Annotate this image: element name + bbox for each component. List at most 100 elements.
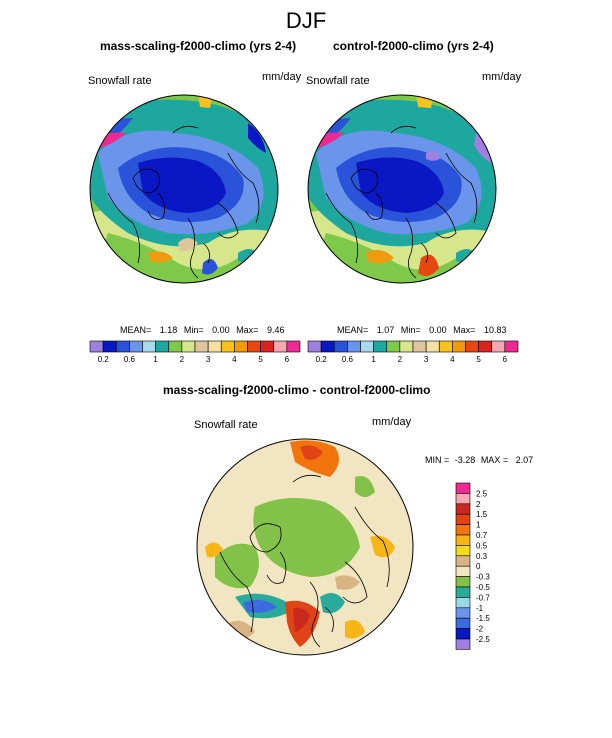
diff-colorbar-swatch xyxy=(455,545,471,557)
left-colorbar-swatch xyxy=(181,340,196,353)
diff-colorbar-swatch xyxy=(455,565,471,577)
left-colorbar-tick-label: 6 xyxy=(285,355,290,364)
diff-colorbar-swatch xyxy=(455,534,471,546)
right-snowfall-map xyxy=(307,94,497,284)
left-units-label: mm/day xyxy=(262,71,302,83)
diff-min-value: -3.28 xyxy=(454,455,476,465)
right-colorbar-swatch xyxy=(452,340,466,353)
right-colorbar-swatch xyxy=(491,340,506,353)
left-snowfall-map xyxy=(89,94,279,284)
right-colorbar-swatch xyxy=(504,340,519,353)
right-colorbar-swatch xyxy=(399,340,414,353)
diff-colorbar-swatch xyxy=(455,503,471,515)
right-colorbar-swatch xyxy=(465,340,479,353)
diff-colorbar-swatch xyxy=(455,586,471,598)
left-colorbar-swatch xyxy=(155,340,170,353)
diff-colorbar-tick-label: 2 xyxy=(476,500,481,509)
left-colorbar-swatch xyxy=(102,340,117,353)
right-colorbar-swatch xyxy=(307,340,322,353)
left-colorbar-swatch xyxy=(260,340,275,353)
diff-colorbar-swatch xyxy=(455,628,471,640)
diff-colorbar: 2.5 21.5 10.70.5 0.30 -0.3-0.5-0.7 -1-1.5 -2-2… xyxy=(455,482,490,650)
left-colorbar-tick-label: 5 xyxy=(258,355,263,364)
left-colorbar-swatch xyxy=(220,340,235,353)
left-min-label: Min= xyxy=(183,325,204,335)
left-panel-title: mass-scaling-f2000-climo (yrs 2-4) xyxy=(100,39,297,53)
right-colorbar-tick-label: 6 xyxy=(503,355,508,364)
diff-colorbar-swatch xyxy=(455,513,471,525)
diff-colorbar-swatch xyxy=(455,597,471,609)
right-colorbar-swatch xyxy=(333,340,348,353)
left-min-value: 0.00 xyxy=(212,325,230,335)
left-colorbar-tick-label: 4 xyxy=(232,355,237,364)
diff-colorbar-tick-label: 0.5 xyxy=(476,541,488,550)
diff-colorbar-tick-label: -1 xyxy=(476,604,484,613)
right-colorbar-swatch xyxy=(478,340,493,353)
left-stats: MEAN= 1.18 Min= 0.00 Max= 9.46 xyxy=(120,325,284,335)
diff-colorbar-tick-label: -1.5 xyxy=(476,614,490,623)
diff-min-label: MIN = xyxy=(425,455,450,465)
diff-colorbar-tick-label: -2.5 xyxy=(476,635,490,644)
diff-units-label: mm/day xyxy=(372,416,412,428)
left-mean-label: MEAN= xyxy=(120,325,152,335)
right-colorbar-tick-label: 0.2 xyxy=(316,355,328,364)
season-title: DJF xyxy=(285,8,327,33)
right-colorbar-tick-label: 4 xyxy=(450,355,455,364)
left-colorbar: 0.2 0.6 1 2 3 4 5 6 xyxy=(89,340,301,364)
diff-colorbar-tick-label: 1.5 xyxy=(476,510,488,519)
right-colorbar-swatch xyxy=(347,340,361,353)
left-colorbar-tick-label: 1 xyxy=(153,355,158,364)
right-colorbar-swatch xyxy=(360,340,374,353)
diff-colorbar-swatch xyxy=(455,638,471,650)
right-stats: MEAN= 1.07 Min= 0.00 Max= 10.83 xyxy=(337,325,506,335)
right-max-label: Max= xyxy=(453,325,476,335)
right-colorbar-tick-label: 5 xyxy=(476,355,481,364)
right-mean-value: 1.07 xyxy=(376,325,395,335)
right-colorbar-tick-label: 2 xyxy=(398,355,403,364)
diff-colorbar-swatch xyxy=(455,555,471,567)
right-min-value: 0.00 xyxy=(429,325,447,335)
diff-colorbar-tick-label: 2.5 xyxy=(476,489,488,498)
left-mean-value: 1.18 xyxy=(159,325,178,335)
right-panel-title: control-f2000-climo (yrs 2-4) xyxy=(333,39,494,53)
diff-colorbar-tick-label: -0.3 xyxy=(476,573,490,582)
left-variable-label: Snowfall rate xyxy=(88,75,152,87)
left-max-value: 9.46 xyxy=(266,325,285,335)
diff-colorbar-tick-label: 0 xyxy=(476,562,481,571)
left-max-label: Max= xyxy=(236,325,259,335)
diff-max-label: MAX = xyxy=(480,455,509,465)
diff-variable-label: Snowfall rate xyxy=(194,419,258,431)
right-colorbar-swatch xyxy=(373,340,388,353)
diff-colorbar-swatch xyxy=(455,482,471,494)
left-colorbar-tick-label: 3 xyxy=(206,355,211,364)
left-colorbar-swatch xyxy=(247,340,261,353)
diff-colorbar-tick-label: 0.3 xyxy=(476,552,488,561)
diff-snowfall-map xyxy=(196,438,414,656)
right-min-label: Min= xyxy=(400,325,421,335)
diff-colorbar-swatch xyxy=(455,617,471,629)
diff-max-value: 2.07 xyxy=(515,455,534,465)
left-colorbar-tick-label: 0.6 xyxy=(124,355,136,364)
right-mean-label: MEAN= xyxy=(337,325,369,335)
diff-colorbar-tick-label: -2 xyxy=(476,625,484,634)
diff-colorbar-tick-label: 0.7 xyxy=(476,531,488,540)
right-colorbar-tick-label: 1 xyxy=(371,355,376,364)
diff-panel-title: mass-scaling-f2000-climo - control-f2000… xyxy=(163,383,431,397)
right-colorbar-swatch xyxy=(412,340,427,353)
right-colorbar-tick-label: 3 xyxy=(424,355,429,364)
diff-colorbar-tick-label: -0.5 xyxy=(476,583,490,592)
right-colorbar: 0.2 0.6 1 2 3 4 5 6 xyxy=(307,340,519,364)
right-units-label: mm/day xyxy=(482,71,522,83)
left-colorbar-swatch xyxy=(168,340,183,353)
left-colorbar-swatch xyxy=(273,340,288,353)
right-variable-label: Snowfall rate xyxy=(306,75,370,87)
right-colorbar-tick-label: 0.6 xyxy=(342,355,354,364)
left-colorbar-swatch xyxy=(142,340,156,353)
right-max-value: 10.83 xyxy=(483,325,507,335)
left-colorbar-tick-label: 0.2 xyxy=(98,355,110,364)
left-colorbar-tick-label: 2 xyxy=(180,355,185,364)
left-colorbar-swatch xyxy=(129,340,143,353)
right-colorbar-swatch xyxy=(320,340,335,353)
left-colorbar-swatch xyxy=(115,340,130,353)
diff-colorbar-swatch xyxy=(455,524,471,536)
